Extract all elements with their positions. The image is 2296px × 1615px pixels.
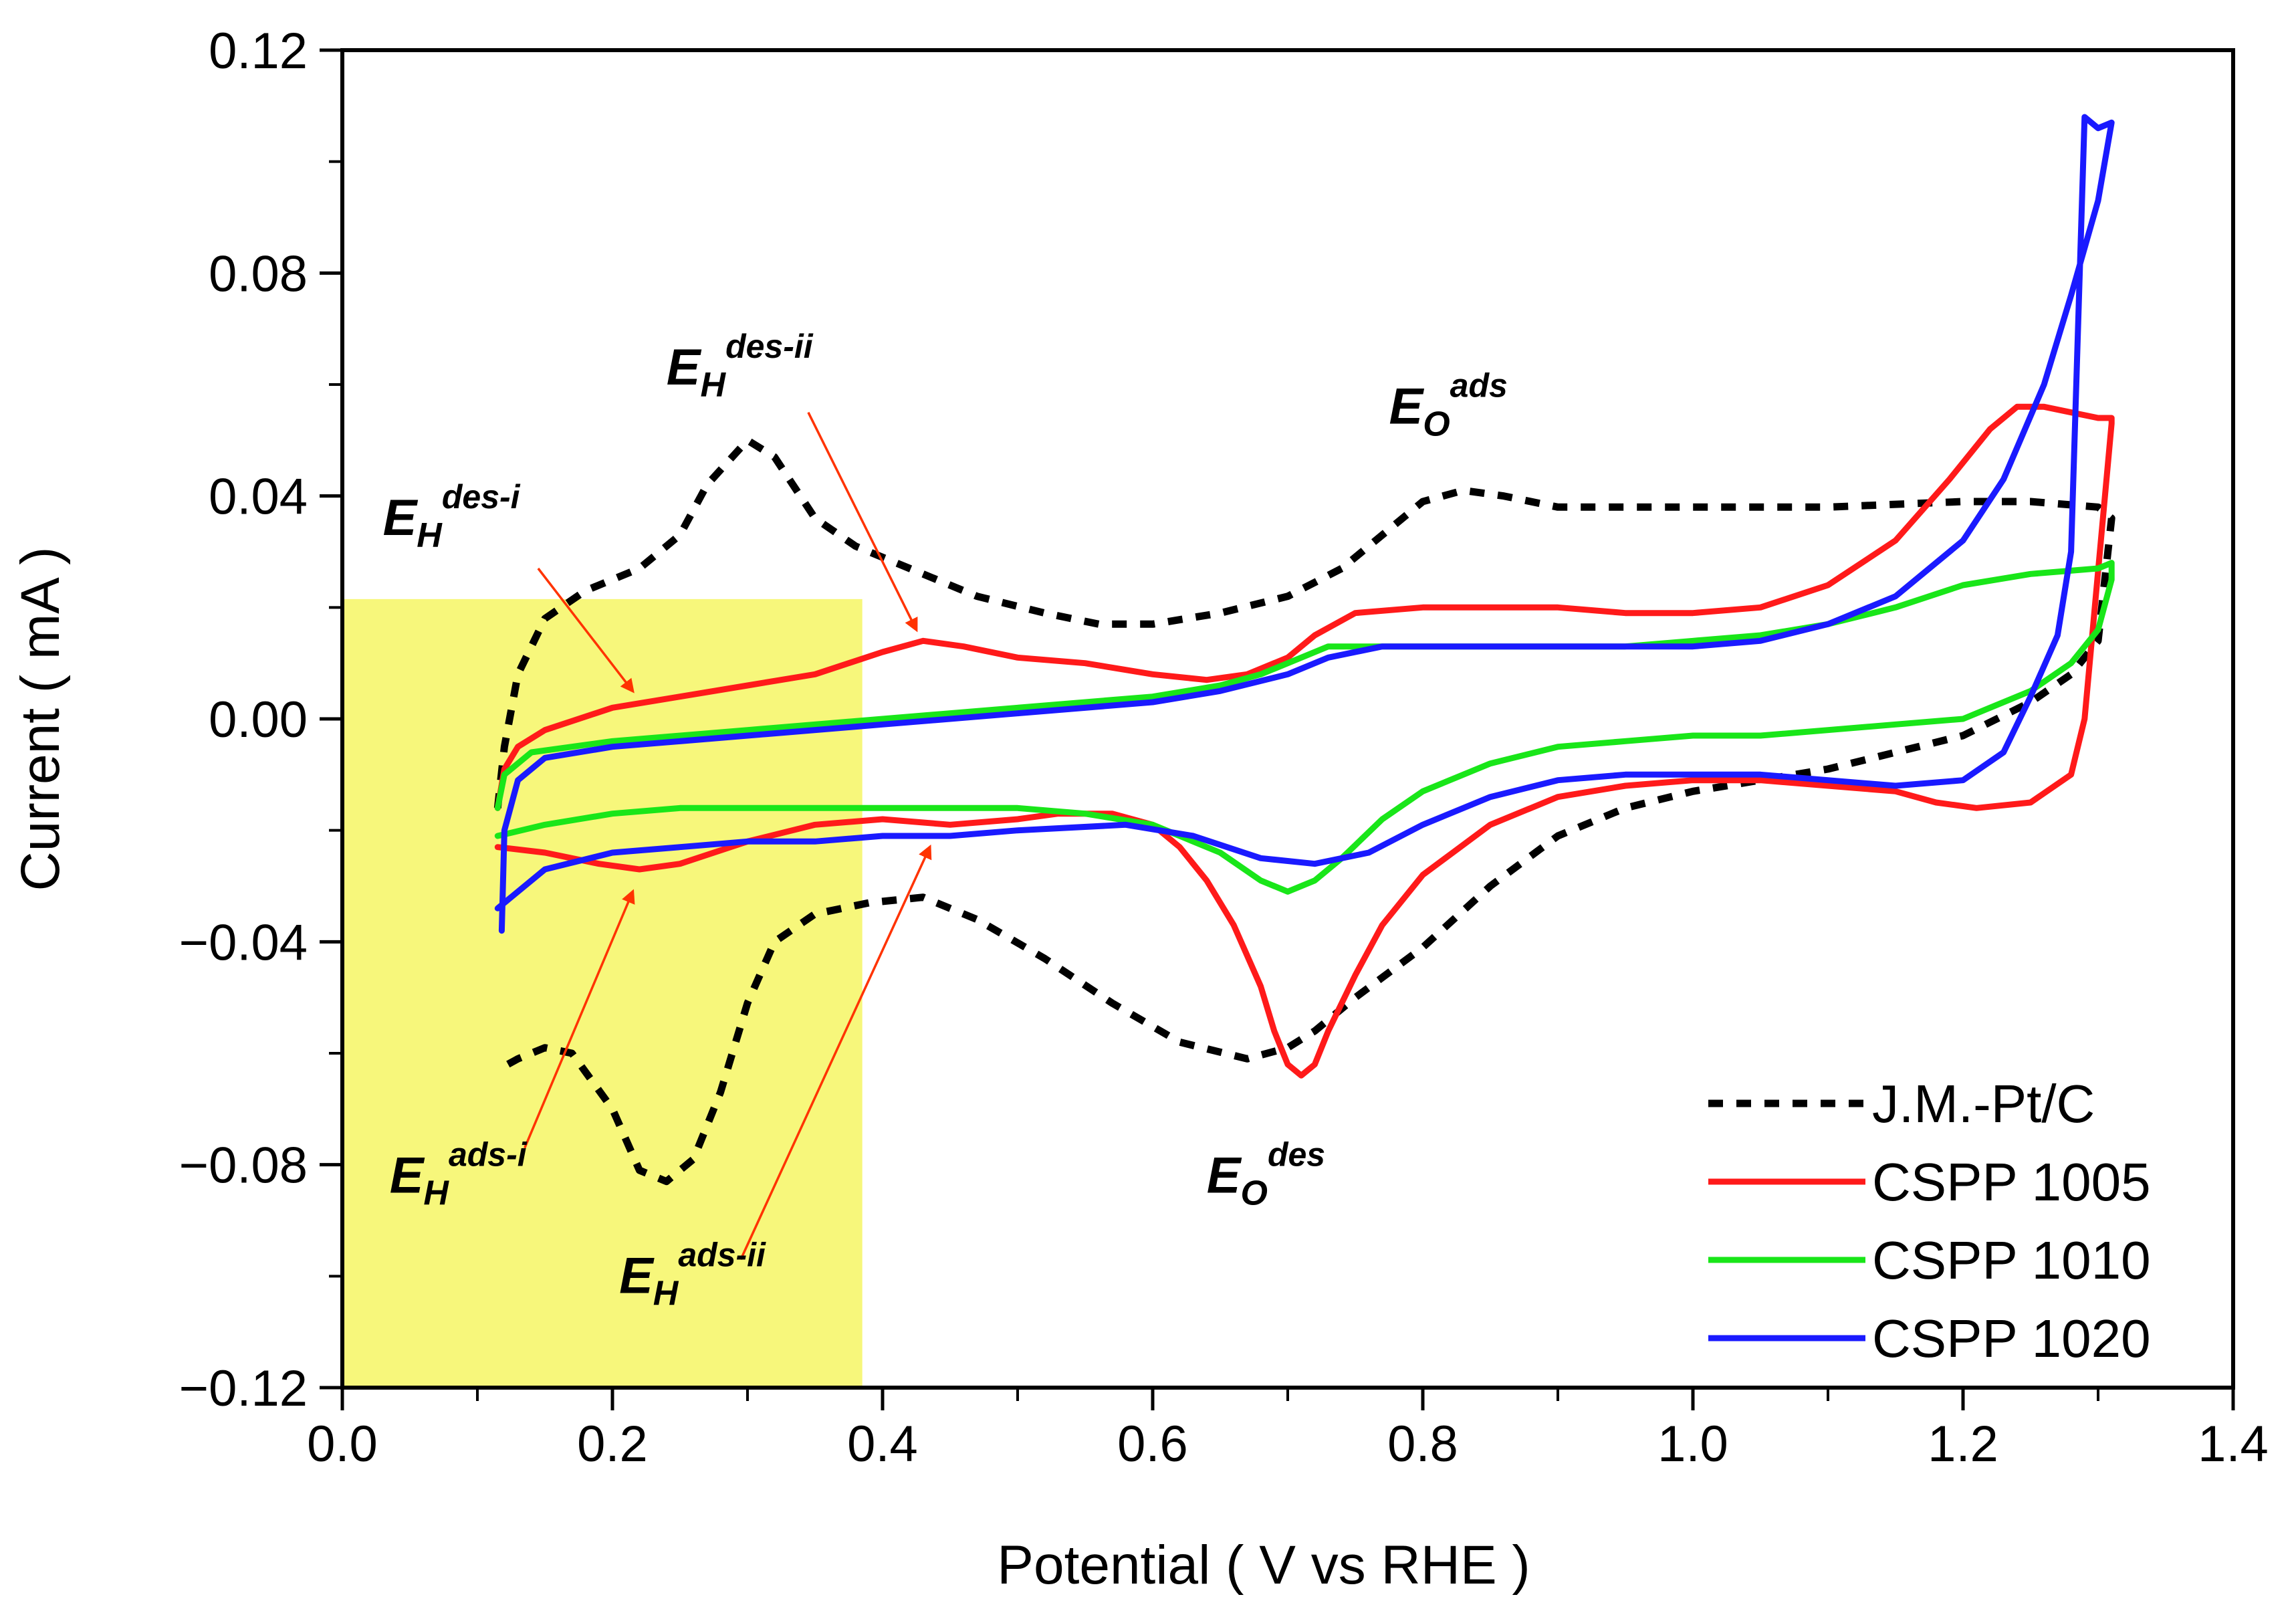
annotation-h-des-i: EHdes-i <box>383 478 521 555</box>
x-axis-title: Potential ( V vs RHE ) <box>997 1535 1530 1596</box>
x-tick-label: 0.4 <box>847 1416 918 1473</box>
series-layer <box>493 114 2115 1186</box>
highlight-region <box>342 599 863 1388</box>
x-tick-label: 0.6 <box>1117 1416 1188 1473</box>
series-line-j-m-pt-c <box>493 436 2115 1186</box>
y-tick-label: 0.04 <box>209 469 308 526</box>
y-tick-label: 0.12 <box>209 23 308 80</box>
y-tick-label: −0.08 <box>179 1138 308 1194</box>
y-tick-label: −0.04 <box>179 914 308 971</box>
annotation-h-ads-ii: EHads-ii <box>619 1236 766 1313</box>
annotation-h-des-ii: EHdes-ii <box>667 328 814 405</box>
x-tick-label: 1.2 <box>1928 1416 1998 1473</box>
tick-layer: 0.0 0.2 0.4 0.6 0.8 1.0 1.2 1.4 0.12 0.08 0.04 0.00… <box>179 23 2269 1473</box>
y-axis-title: Current ( mA ) <box>10 547 71 891</box>
legend-label-cspp-1020: CSPP 1020 <box>1872 1309 2151 1368</box>
x-tick-label: 0.0 <box>307 1416 378 1473</box>
legend-label-j-m-pt-c: J.M.-Pt/C <box>1872 1074 2095 1134</box>
annotation-arrow-h-des-i <box>537 567 635 693</box>
x-tick-label: 0.8 <box>1387 1416 1458 1473</box>
x-tick-label: 1.0 <box>1657 1416 1728 1473</box>
highlight-region-layer <box>342 599 863 1388</box>
arrow-layer <box>524 411 932 1261</box>
x-tick-label: 1.4 <box>2198 1416 2269 1473</box>
legend-label-cspp-1010: CSPP 1010 <box>1872 1230 2151 1290</box>
annotation-arrow-h-ads-i <box>524 889 635 1149</box>
annotation-layer: EHdes-i EHdes-ii EOads EHads-i EHads-ii EOdes <box>383 328 1508 1313</box>
annotation-o-des: EOdes <box>1207 1136 1325 1212</box>
y-tick-label: −0.12 <box>179 1360 308 1417</box>
series-line-cspp-1020 <box>494 114 2115 934</box>
x-tick-label: 0.2 <box>577 1416 648 1473</box>
y-tick-label: 0.08 <box>209 245 308 302</box>
annotation-arrow-h-des-ii <box>807 411 918 633</box>
annotation-arrow-h-ads-ii <box>739 844 932 1261</box>
legend: J.M.-Pt/C CSPP 1005 CSPP 1010 CSPP 1020 <box>1708 1074 2151 1368</box>
annotation-h-ads-i: EHads-i <box>390 1136 528 1212</box>
y-tick-label: 0.00 <box>209 691 308 748</box>
legend-label-cspp-1005: CSPP 1005 <box>1872 1152 2151 1212</box>
annotation-o-ads: EOads <box>1389 366 1508 443</box>
